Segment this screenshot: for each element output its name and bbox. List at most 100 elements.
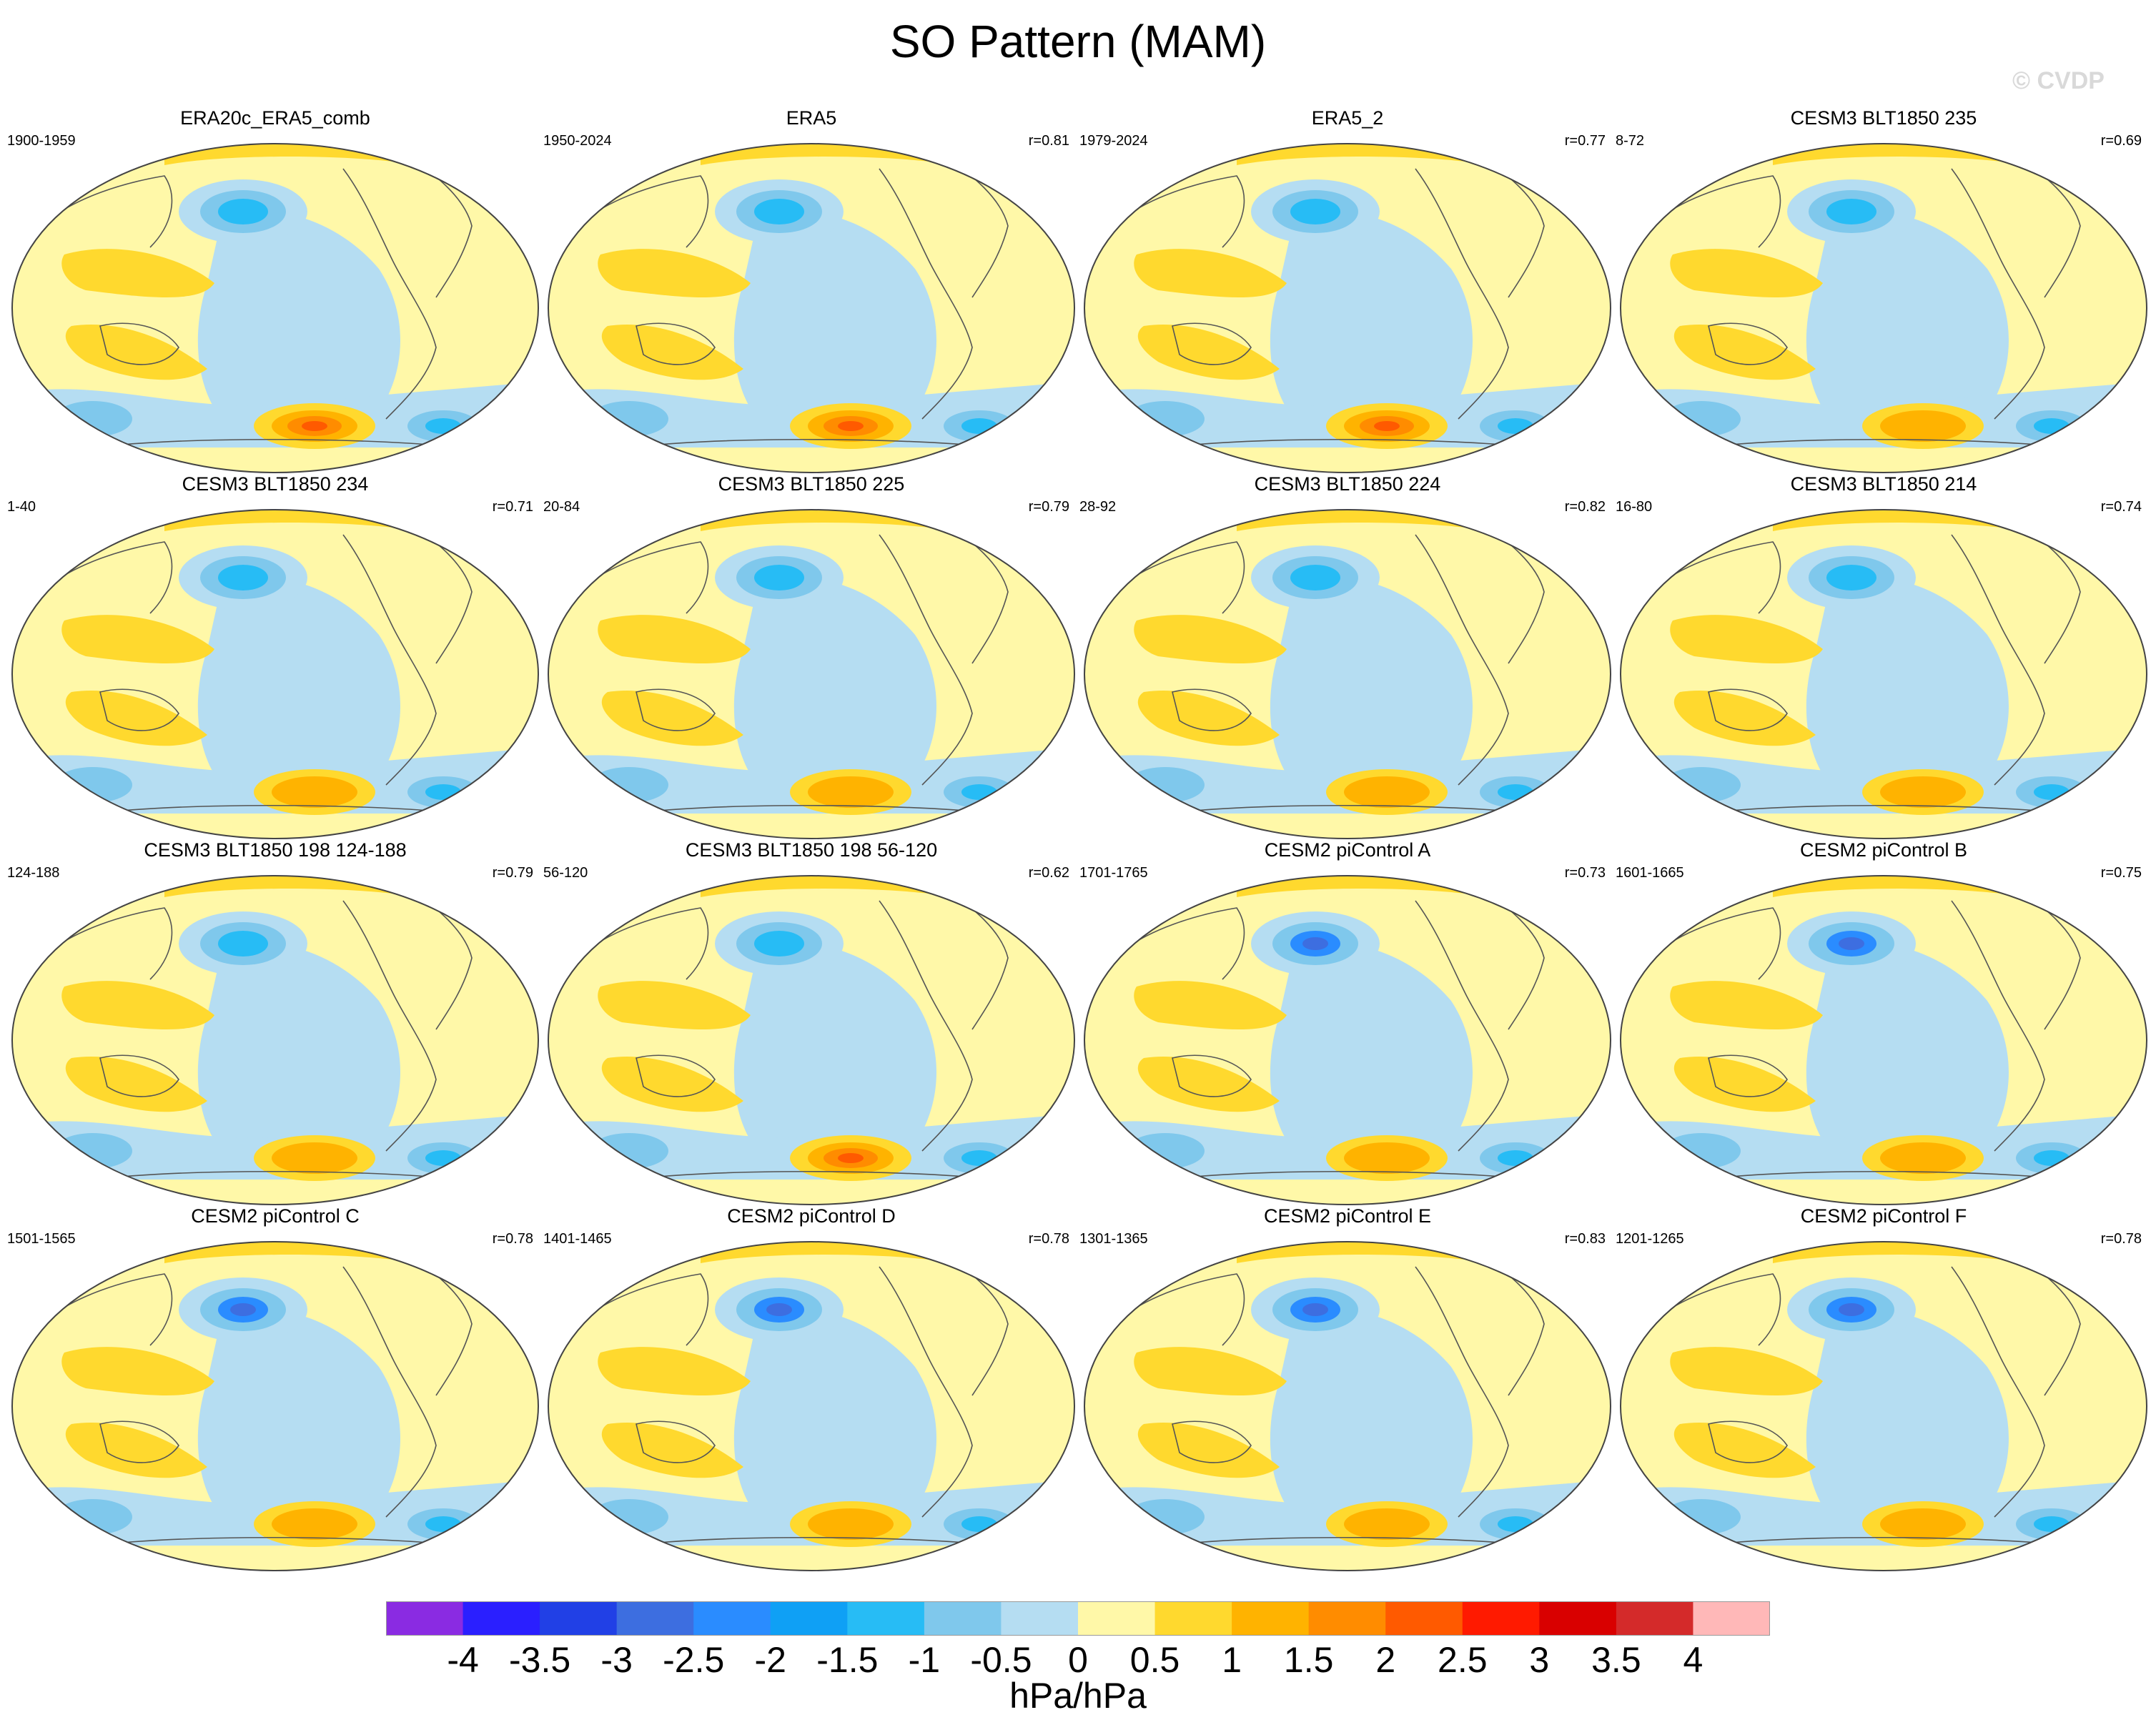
colorbar-swatch (616, 1601, 694, 1636)
map-boundary (11, 509, 539, 839)
map-panel: CESM3 BLT1850 225 20-84 r=0.79 (543, 472, 1079, 839)
panel-correlation: r=0.71 (492, 499, 533, 515)
panel-years: 28-92 (1079, 499, 1117, 515)
colorbar-tick-label: -2.5 (663, 1640, 725, 1680)
panel-years: 1950-2024 (543, 133, 612, 149)
colorbar-swatch (1308, 1601, 1386, 1636)
panel-title: CESM3 BLT1850 224 (1254, 473, 1441, 495)
map-panel: CESM3 BLT1850 224 28-92 r=0.82 (1079, 472, 1616, 839)
map-projection (1084, 509, 1611, 839)
panel-correlation: r=0.82 (1564, 499, 1606, 515)
map-boundary (1084, 1241, 1611, 1571)
map-panel: ERA5_2 1979-2024 r=0.77 (1079, 106, 1616, 473)
panel-correlation: r=0.75 (2100, 865, 2142, 881)
colorbar-swatch (770, 1601, 848, 1636)
colorbar-swatch (693, 1601, 771, 1636)
map-projection (11, 875, 539, 1205)
map-panel: CESM2 piControl F 1201-1265 r=0.78 (1616, 1204, 2152, 1571)
panel-title: ERA5_2 (1311, 107, 1384, 129)
colorbar-units: hPa/hPa (1009, 1676, 1147, 1716)
map-projection (11, 143, 539, 473)
colorbar-tick-labels: -4 -3.5 -3 -2.5 -2 -1.5 -1 -0.5 0 0.5 1 1.5 2 2.5 3 3.5… (386, 1638, 1770, 1681)
panel-correlation: r=0.79 (492, 865, 533, 881)
panel-years: 1900-1959 (7, 133, 76, 149)
map-projection (1620, 1241, 2147, 1571)
map-panel: CESM3 BLT1850 214 16-80 r=0.74 (1616, 472, 2152, 839)
panel-title: CESM3 BLT1850 214 (1790, 473, 1977, 495)
watermark: © CVDP (2012, 67, 2105, 94)
colorbar-swatch (1693, 1601, 1770, 1636)
colorbar-tick-label: 0 (1068, 1640, 1088, 1680)
panel-years: 1401-1465 (543, 1231, 612, 1247)
colorbar-swatch (924, 1601, 1002, 1636)
colorbar-tick-label: -2 (754, 1640, 786, 1680)
map-panel: CESM3 BLT1850 198 56-120 56-120 r=0.62 (543, 838, 1079, 1205)
map-panel: ERA20c_ERA5_comb 1900-1959 (7, 106, 543, 473)
panel-correlation: r=0.83 (1564, 1231, 1606, 1247)
panel-title: CESM3 BLT1850 198 124-188 (144, 839, 407, 861)
colorbar-tick-label: 2.5 (1438, 1640, 1488, 1680)
colorbar-tick-label: -3.5 (509, 1640, 571, 1680)
map-projection (11, 1241, 539, 1571)
map-boundary (1620, 143, 2147, 473)
colorbar-tick-label: 1.5 (1283, 1640, 1334, 1680)
map-boundary (1620, 875, 2147, 1205)
colorbar-swatch (847, 1601, 925, 1636)
panel-title: CESM3 BLT1850 234 (182, 473, 369, 495)
panel-correlation: r=0.73 (1564, 865, 1606, 881)
panel-title: CESM2 piControl E (1263, 1205, 1432, 1227)
colorbar (386, 1601, 1770, 1636)
map-panel: CESM2 piControl A 1701-1765 r=0.73 (1079, 838, 1616, 1205)
map-boundary (548, 875, 1075, 1205)
panel-title: CESM2 piControl C (191, 1205, 360, 1227)
map-projection (548, 1241, 1075, 1571)
panel-years: 124-188 (7, 865, 60, 881)
map-panel: CESM3 BLT1850 234 1-40 r=0.71 (7, 472, 543, 839)
panel-title: CESM2 piControl B (1799, 839, 1968, 861)
colorbar-swatch (1462, 1601, 1540, 1636)
panel-title: ERA20c_ERA5_comb (180, 107, 370, 129)
colorbar-swatch (1078, 1601, 1156, 1636)
map-boundary (1084, 875, 1611, 1205)
panel-correlation: r=0.79 (1028, 499, 1069, 515)
map-boundary (11, 143, 539, 473)
map-projection (1084, 143, 1611, 473)
colorbar-swatch (1616, 1601, 1693, 1636)
map-panel: CESM2 piControl D 1401-1465 r=0.78 (543, 1204, 1079, 1571)
panel-years: 1301-1365 (1079, 1231, 1148, 1247)
map-projection (1084, 1241, 1611, 1571)
colorbar-svg (386, 1601, 1770, 1636)
colorbar-tick-label: -1 (908, 1640, 941, 1680)
panel-title: CESM3 BLT1850 225 (718, 473, 905, 495)
colorbar-tick-label: -0.5 (970, 1640, 1032, 1680)
colorbar-tick-label: -3 (600, 1640, 633, 1680)
panel-correlation: r=0.77 (1564, 133, 1606, 149)
map-boundary (1620, 1241, 2147, 1571)
map-panel: CESM2 piControl B 1601-1665 r=0.75 (1616, 838, 2152, 1205)
panel-correlation: r=0.78 (2100, 1231, 2142, 1247)
panel-correlation: r=0.74 (2100, 499, 2142, 515)
map-boundary (11, 875, 539, 1205)
map-boundary (1620, 509, 2147, 839)
panel-title: CESM2 piControl F (1800, 1205, 1967, 1227)
map-projection (1084, 875, 1611, 1205)
panel-title: CESM2 piControl D (727, 1205, 896, 1227)
panel-years: 1501-1565 (7, 1231, 76, 1247)
map-projection (11, 509, 539, 839)
panel-years: 1201-1265 (1616, 1231, 1684, 1247)
map-projection (548, 509, 1075, 839)
map-panel: CESM3 BLT1850 235 8-72 r=0.69 (1616, 106, 2152, 473)
figure-title: SO Pattern (MAM) (889, 16, 1267, 67)
colorbar-swatch (386, 1601, 464, 1636)
colorbar-swatch (1154, 1601, 1232, 1636)
colorbar-tick-label: -4 (447, 1640, 479, 1680)
panel-correlation: r=0.78 (1028, 1231, 1069, 1247)
colorbar-swatch (463, 1601, 540, 1636)
panel-title: CESM3 BLT1850 235 (1790, 107, 1977, 129)
panel-years: 1-40 (7, 499, 36, 515)
colorbar-swatch (1001, 1601, 1079, 1636)
map-boundary (548, 509, 1075, 839)
panel-years: 1979-2024 (1079, 133, 1148, 149)
colorbar-swatch (1232, 1601, 1310, 1636)
colorbar-swatch (1539, 1601, 1617, 1636)
